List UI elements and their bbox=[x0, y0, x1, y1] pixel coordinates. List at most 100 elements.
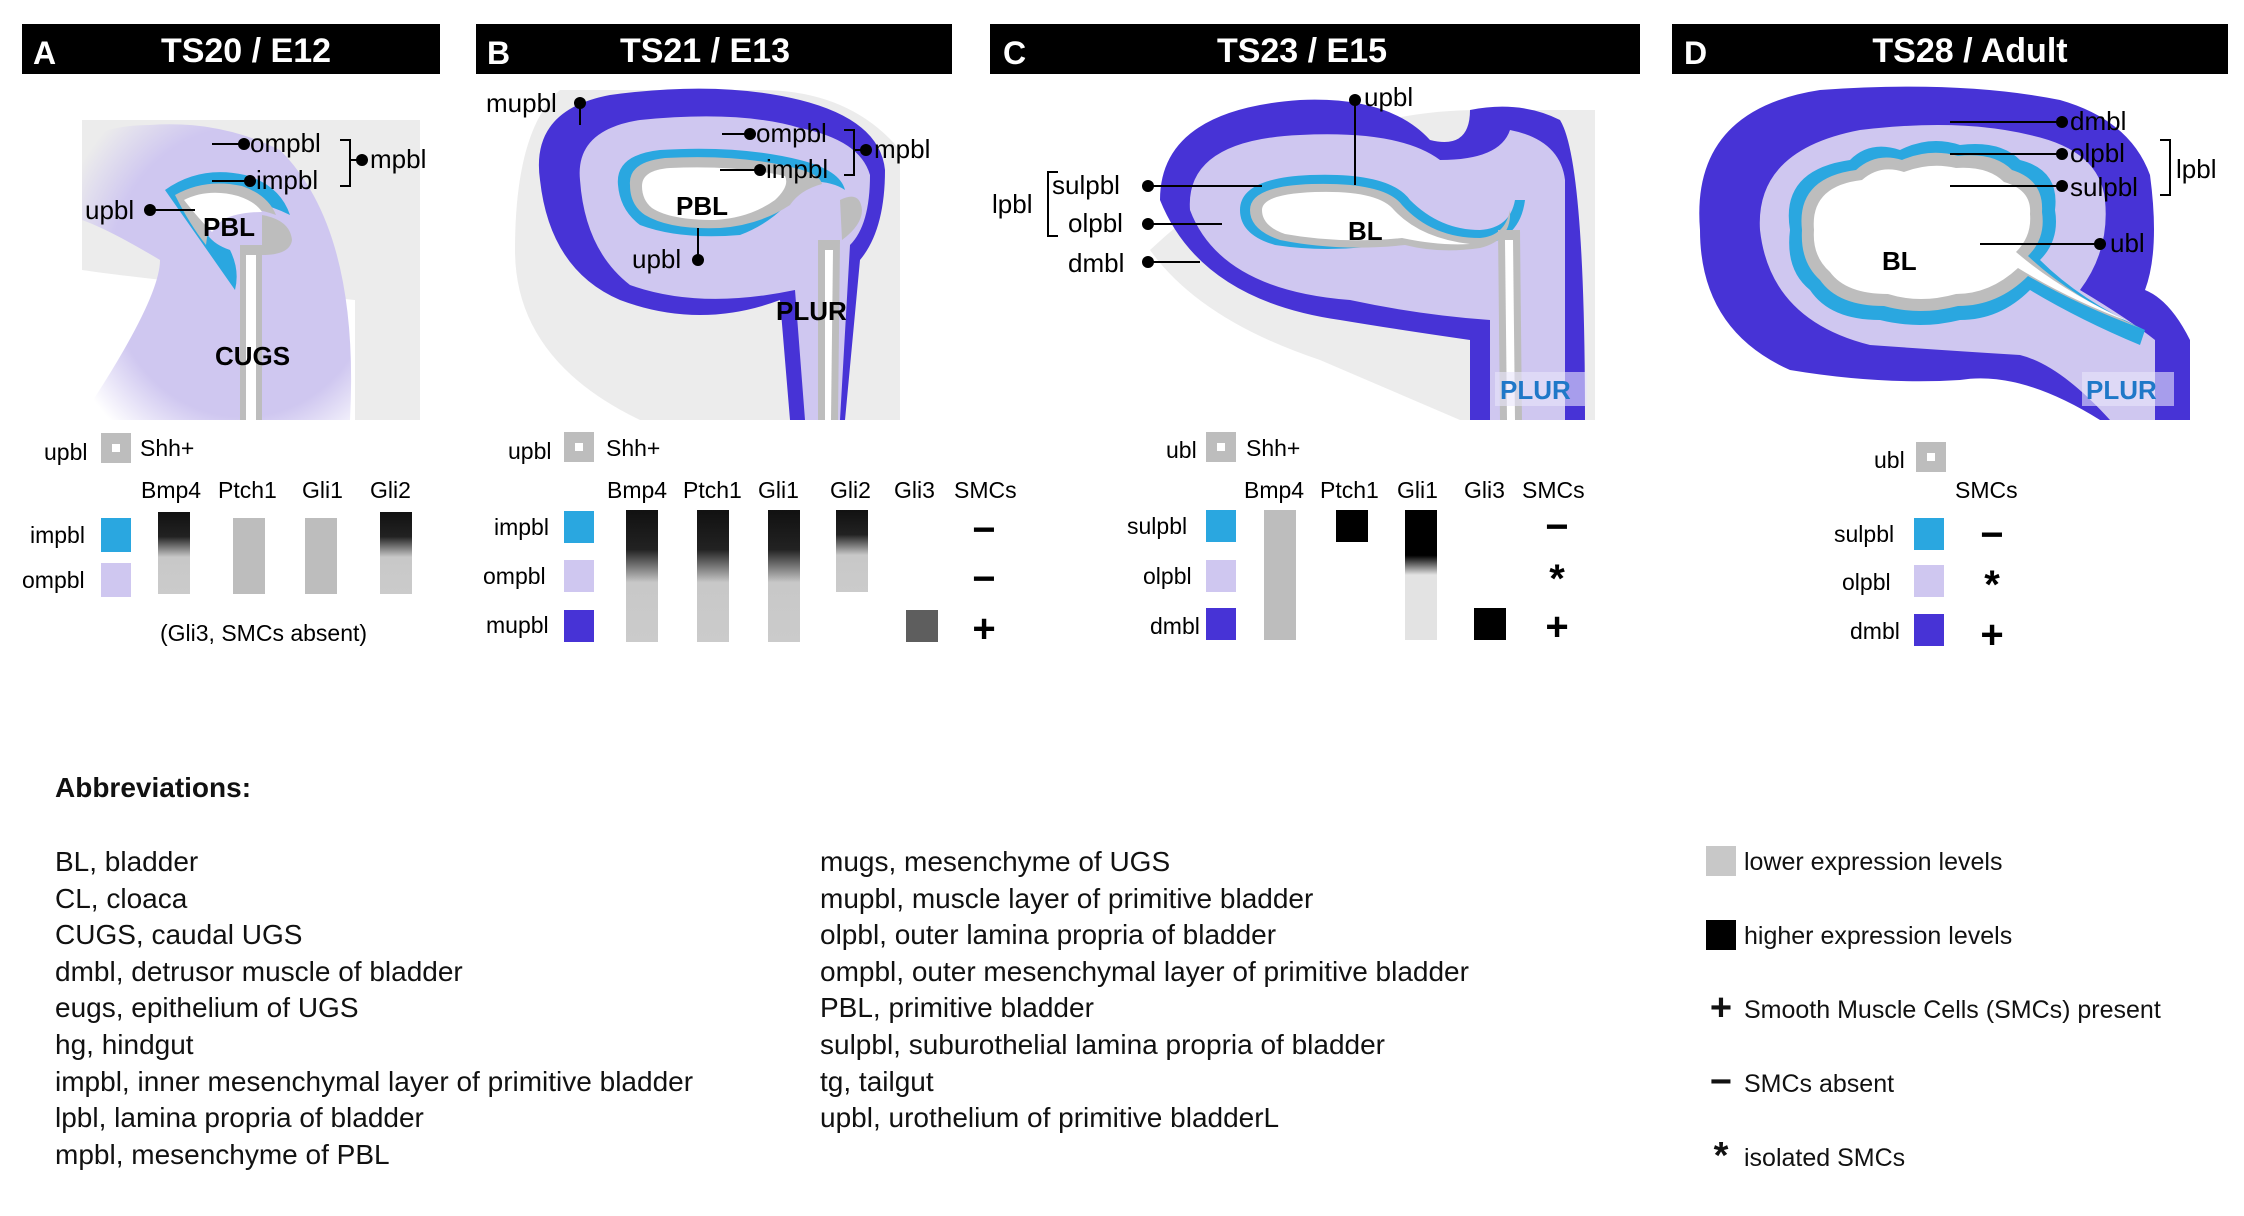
label-mupbl-b: mupbl bbox=[486, 88, 557, 118]
legend-label: higher expression levels bbox=[1744, 922, 2013, 950]
abbreviation-item: upbl, urothelium of primitive bladderL bbox=[820, 1102, 1280, 1134]
col-c-2: Gli1 bbox=[1397, 477, 1438, 503]
label-impbl-a: impbl bbox=[256, 165, 318, 195]
smc-b-2: + bbox=[972, 607, 995, 651]
panel-c-labels: upbl lpbl sulpbl olpbl dmbl BL PLUR bbox=[992, 82, 1587, 406]
label-olpbl-c: olpbl bbox=[1068, 208, 1123, 238]
label-lpbl-c: lpbl bbox=[992, 189, 1032, 219]
label-bl-d: BL bbox=[1882, 246, 1917, 276]
label-impbl-b: impbl bbox=[766, 154, 828, 184]
abbreviation-item: BL, bladder bbox=[55, 846, 199, 877]
abbreviation-item: lpbl, lamina propria of bladder bbox=[55, 1102, 424, 1134]
panel-a-diagram bbox=[80, 120, 420, 421]
col-d-0: SMCs bbox=[1955, 477, 2018, 503]
abbreviation-item: tg, tailgut bbox=[820, 1065, 934, 1097]
upbl-row-label-c: ubl bbox=[1166, 437, 1197, 463]
panel-a-table: upbl Shh+ Bmp4 Ptch1 Gli1 Gli2 impbl omp… bbox=[22, 433, 412, 646]
panel-c-diagram bbox=[1150, 99, 1595, 421]
smc-c-2: + bbox=[1545, 605, 1568, 649]
upbl-row-label-a: upbl bbox=[44, 439, 87, 465]
row-b-1: ompbl bbox=[483, 563, 546, 589]
smc-d-2: + bbox=[1980, 613, 2003, 657]
panel-b-letter: B bbox=[487, 35, 510, 71]
panel-b-diagram bbox=[515, 88, 900, 421]
upbl-marker-b: Shh+ bbox=[606, 435, 660, 461]
panel-a-header: A TS20 / E12 bbox=[22, 24, 440, 74]
label-ompbl-b: ompbl bbox=[756, 118, 827, 148]
legend-label: SMCs absent bbox=[1744, 1070, 1895, 1098]
high-expression-swatch bbox=[1706, 920, 1736, 950]
label-lpbl-d: lpbl bbox=[2176, 154, 2216, 184]
panel-c-letter: C bbox=[1003, 35, 1026, 71]
col-c-1: Ptch1 bbox=[1320, 477, 1379, 503]
label-mpbl-b: mpbl bbox=[874, 134, 930, 164]
label-bl-c: BL bbox=[1348, 216, 1383, 246]
abbreviation-item: impbl, inner mesenchymal layer of primit… bbox=[55, 1065, 694, 1097]
plus-icon: + bbox=[1709, 987, 1733, 1029]
panel-b-table: upbl Shh+ Bmp4 Ptch1 Gli1 Gli2 Gli3 SMCs… bbox=[483, 432, 1017, 651]
abbreviations-title: Abbreviations: bbox=[55, 772, 252, 803]
label-upbl-a: upbl bbox=[85, 195, 134, 225]
label-pbl-b: PBL bbox=[676, 191, 728, 221]
legend-label: isolated SMCs bbox=[1744, 1144, 1906, 1172]
row-d-1: olpbl bbox=[1842, 569, 1891, 595]
upbl-marker-c: Shh+ bbox=[1246, 435, 1300, 461]
abbreviation-item: mupbl, muscle layer of primitive bladder bbox=[820, 882, 1314, 914]
panel-d-letter: D bbox=[1684, 35, 1707, 71]
smc-c-0: − bbox=[1545, 505, 1568, 549]
abbreviation-item: ompbl, outer mesenchymal layer of primit… bbox=[820, 955, 1469, 987]
col-b-0: Bmp4 bbox=[607, 477, 667, 503]
label-ompbl-a: ompbl bbox=[250, 128, 321, 158]
legend-label: lower expression levels bbox=[1744, 848, 2003, 876]
col-b-1: Ptch1 bbox=[683, 477, 742, 503]
table-note-a: (Gli3, SMCs absent) bbox=[160, 620, 367, 646]
abbreviation-item: mpbl, mesenchyme of PBL bbox=[55, 1138, 390, 1170]
label-upbl-b: upbl bbox=[632, 244, 681, 274]
label-mpbl-a: mpbl bbox=[370, 144, 426, 174]
asterisk-icon: * bbox=[1713, 1135, 1729, 1177]
row-c-1: olpbl bbox=[1143, 563, 1192, 589]
smc-d-1: * bbox=[1984, 563, 2000, 607]
upbl-row-label-d: ubl bbox=[1874, 447, 1905, 473]
col-c-3: Gli3 bbox=[1464, 477, 1505, 503]
low-expression-swatch bbox=[1706, 846, 1736, 876]
col-a-3: Gli2 bbox=[370, 477, 411, 503]
row-a-0: impbl bbox=[30, 522, 85, 548]
label-cugs-a: CUGS bbox=[215, 341, 290, 371]
bladder-development-figure: A TS20 / E12 B TS21 / E13 C TS23 / E15 D… bbox=[22, 24, 2228, 657]
label-sulpbl-c: sulpbl bbox=[1052, 170, 1120, 200]
upbl-marker-a: Shh+ bbox=[140, 435, 194, 461]
row-b-0: impbl bbox=[494, 514, 549, 540]
row-c-0: sulpbl bbox=[1127, 513, 1187, 539]
panel-b-labels: mupbl ompbl impbl mpbl PBL upbl PLUR bbox=[486, 88, 930, 326]
col-b-5: SMCs bbox=[954, 477, 1017, 503]
col-b-3: Gli2 bbox=[830, 477, 871, 503]
panel-d-table: ubl SMCs sulpbl olpbl dmbl − * + bbox=[1834, 442, 2018, 657]
smc-b-1: − bbox=[972, 557, 995, 601]
col-c-0: Bmp4 bbox=[1244, 477, 1304, 503]
row-c-2: dmbl bbox=[1150, 613, 1200, 639]
panel-b-header: B TS21 / E13 bbox=[476, 24, 952, 74]
abbreviations-column-2: mugs, mesenchyme of UGS mupbl, muscle la… bbox=[820, 844, 1469, 1137]
label-sulpbl-d: sulpbl bbox=[2070, 172, 2138, 202]
panel-d-header: D TS28 / Adult bbox=[1672, 24, 2228, 74]
abbreviations-column-1: BL, bladder CL, cloaca CUGS, caudal UGS … bbox=[55, 844, 693, 1173]
panel-a-letter: A bbox=[33, 35, 56, 71]
row-a-1: ompbl bbox=[22, 567, 85, 593]
upbl-row-label-b: upbl bbox=[508, 438, 551, 464]
abbreviation-item: PBL, primitive bladder bbox=[820, 992, 1094, 1024]
label-ubl-d: ubl bbox=[2110, 228, 2145, 258]
abbreviation-item: CUGS, caudal UGS bbox=[55, 919, 303, 951]
col-b-4: Gli3 bbox=[894, 477, 935, 503]
abbreviation-item: CL, cloaca bbox=[55, 882, 188, 914]
label-plur-b: PLUR bbox=[776, 296, 847, 326]
panel-b-title: TS21 / E13 bbox=[620, 32, 790, 70]
abbreviation-item: mugs, mesenchyme of UGS bbox=[820, 846, 1171, 877]
panel-c-header: C TS23 / E15 bbox=[990, 24, 1640, 74]
col-a-0: Bmp4 bbox=[141, 477, 201, 503]
label-pbl-a: PBL bbox=[203, 212, 255, 242]
col-a-1: Ptch1 bbox=[218, 477, 277, 503]
minus-icon: − bbox=[1709, 1061, 1733, 1103]
panel-a-labels: ompbl impbl mpbl upbl PBL CUGS bbox=[85, 128, 426, 371]
abbreviation-item: sulpbl, suburothelial lamina propria of … bbox=[820, 1028, 1386, 1060]
